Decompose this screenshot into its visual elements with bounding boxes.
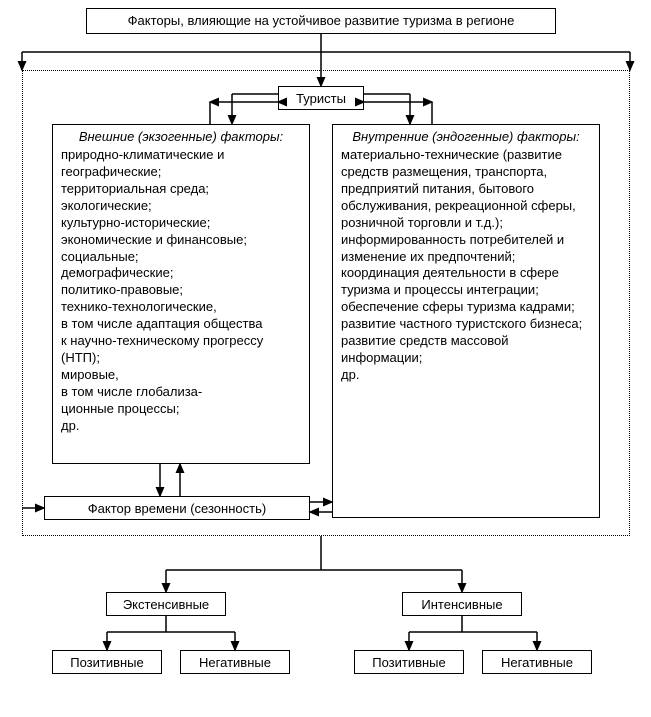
negative-left-box: Негативные	[180, 650, 290, 674]
negative-right-box: Негативные	[482, 650, 592, 674]
internal-title: Внутренние (эндогенные) факторы:	[341, 129, 591, 145]
internal-body: материально-технические (развитие средст…	[341, 147, 591, 383]
positive-right-box: Позитивные	[354, 650, 464, 674]
negative-left-label: Негативные	[199, 655, 271, 670]
extensive-box: Экстенсивные	[106, 592, 226, 616]
time-factor-box: Фактор времени (сезонность)	[44, 496, 310, 520]
external-title: Внешние (экзогенные) факторы:	[61, 129, 301, 145]
intensive-box: Интенсивные	[402, 592, 522, 616]
positive-right-label: Позитивные	[372, 655, 446, 670]
external-body: природно-климатические и географические;…	[61, 147, 301, 434]
internal-factors-box: Внутренние (эндогенные) факторы: материа…	[332, 124, 600, 518]
extensive-label: Экстенсивные	[123, 597, 209, 612]
negative-right-label: Негативные	[501, 655, 573, 670]
positive-left-label: Позитивные	[70, 655, 144, 670]
tourists-box: Туристы	[278, 86, 364, 110]
tourists-label: Туристы	[296, 91, 346, 106]
external-factors-box: Внешние (экзогенные) факторы: природно-к…	[52, 124, 310, 464]
title-box: Факторы, влияющие на устойчивое развитие…	[86, 8, 556, 34]
intensive-label: Интенсивные	[421, 597, 502, 612]
positive-left-box: Позитивные	[52, 650, 162, 674]
title-text: Факторы, влияющие на устойчивое развитие…	[128, 13, 515, 28]
time-factor-label: Фактор времени (сезонность)	[88, 501, 266, 516]
